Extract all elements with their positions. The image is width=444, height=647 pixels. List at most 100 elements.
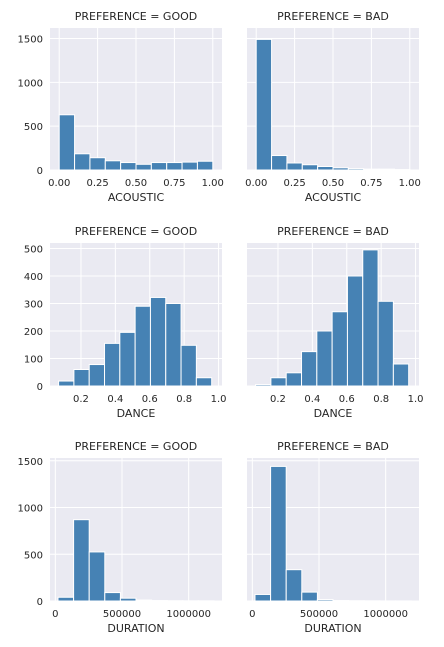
y-tick-label: 1000	[18, 78, 43, 89]
panel-title: PREFERENCE = GOOD	[75, 10, 197, 23]
histogram-bar	[149, 296, 167, 387]
histogram-bar	[301, 351, 318, 387]
histogram-bar	[150, 162, 168, 171]
x-tick-label: 0	[52, 609, 58, 620]
y-tick-label: 100	[24, 355, 43, 366]
histogram-panel: PREFERENCE = BAD 0.00 0.25 0.50 0.75 1.00 ACOU…	[245, 10, 421, 204]
y-tick-label: 1500	[18, 457, 43, 468]
histogram-bar	[135, 599, 153, 602]
histogram-bar	[392, 363, 410, 387]
histogram-bar	[119, 597, 137, 602]
panel-title: PREFERENCE = BAD	[277, 440, 389, 453]
x-tick-label: 0.4	[304, 394, 320, 405]
x-tick-label: 0.4	[107, 394, 123, 405]
histogram-bar	[119, 331, 136, 387]
histogram-bar	[316, 599, 334, 602]
histogram-bar	[301, 164, 319, 171]
y-tick-label: 400	[24, 272, 43, 283]
histogram-bar	[317, 165, 334, 171]
x-tick-label: 0.50	[125, 178, 147, 189]
x-axis-label: DANCE	[117, 407, 156, 420]
x-tick-label: 0	[249, 609, 255, 620]
y-tick-label: 500	[24, 550, 43, 561]
y-tick-label: 500	[24, 122, 43, 133]
histogram-bar	[58, 114, 76, 171]
x-axis-label: DURATION	[107, 622, 164, 635]
x-tick-label: 1.00	[399, 178, 421, 189]
x-tick-label: 0.75	[360, 178, 382, 189]
y-tick-label: 200	[24, 327, 43, 338]
y-tick-label: 0	[37, 382, 43, 393]
histogram-bar	[89, 157, 106, 171]
y-tick-label: 1000	[18, 504, 43, 515]
histogram-panel: PREFERENCE = GOOD 0 500000 1000000 0 500 1000 1…	[18, 440, 222, 635]
x-tick-label: 0.6	[339, 394, 355, 405]
histogram-panel: PREFERENCE = BAD 0.2 0.4 0.6 0.8 1.0 DANCE	[247, 225, 424, 420]
histogram-bar	[195, 377, 213, 387]
histogram-bar	[134, 305, 151, 387]
panel-title: PREFERENCE = BAD	[277, 225, 389, 238]
histogram-bar	[181, 161, 198, 171]
histogram-bar	[378, 168, 395, 171]
histogram-panel: PREFERENCE = GOOD 0.2 0.4 0.6 0.8 1.0 0 100 200 3…	[24, 225, 227, 420]
histogram-bar	[286, 162, 303, 171]
histogram-bar	[88, 551, 106, 602]
histogram-bar	[196, 160, 214, 171]
x-tick-label: 0.75	[163, 178, 185, 189]
y-tick-label: 0	[37, 166, 43, 177]
histogram-bar	[57, 596, 75, 602]
y-tick-label: 300	[24, 300, 43, 311]
x-tick-label: 0.2	[270, 394, 286, 405]
x-tick-label: 500000	[103, 609, 141, 620]
histogram-bar	[285, 372, 303, 387]
histogram-panel: PREFERENCE = GOOD 0.00 0.25 0.50 0.75 1.00 0 50…	[18, 10, 224, 204]
histogram-bar	[331, 311, 348, 387]
histogram-bar	[316, 330, 333, 387]
x-tick-label: 1000000	[363, 609, 408, 620]
histogram-bar	[271, 155, 288, 171]
histogram-bar	[165, 303, 182, 387]
histogram-bar	[254, 593, 272, 602]
x-tick-label: 1.00	[202, 178, 224, 189]
x-tick-label: 0.6	[142, 394, 158, 405]
x-axis-label: DURATION	[304, 622, 361, 635]
histogram-bar	[346, 275, 364, 387]
x-tick-label: 0.50	[322, 178, 344, 189]
x-tick-label: 0.2	[73, 394, 89, 405]
histogram-bar	[347, 168, 365, 171]
x-tick-label: 1000000	[166, 609, 211, 620]
x-axis-label: DANCE	[314, 407, 353, 420]
histogram-bar	[104, 342, 121, 387]
histogram-bar	[332, 167, 349, 171]
histogram-bar	[285, 569, 303, 602]
panel-title: PREFERENCE = BAD	[277, 10, 389, 23]
x-tick-label: 0.00	[245, 178, 267, 189]
histogram-bar	[166, 162, 183, 171]
x-tick-label: 0.00	[48, 178, 70, 189]
x-tick-label: 0.25	[283, 178, 305, 189]
histogram-bar	[73, 369, 90, 387]
histogram-bar	[270, 377, 287, 387]
panel-title: PREFERENCE = GOOD	[75, 440, 197, 453]
histogram-bar	[363, 168, 380, 171]
x-tick-label: 0.8	[373, 394, 389, 405]
histogram-bar	[120, 162, 137, 171]
x-tick-label: 1.0	[211, 394, 227, 405]
x-tick-label: 0.8	[176, 394, 192, 405]
histogram-bar	[255, 384, 272, 387]
histogram-bar	[74, 153, 91, 171]
histogram-bar	[104, 160, 122, 171]
x-tick-label: 0.25	[86, 178, 108, 189]
histogram-bar	[180, 344, 197, 387]
histogram-bar	[270, 465, 287, 602]
histogram-bar	[88, 364, 106, 387]
histogram-bar	[104, 592, 121, 602]
y-tick-label: 500	[24, 245, 43, 256]
x-axis-label: ACOUSTIC	[305, 191, 362, 204]
x-tick-label: 500000	[300, 609, 338, 620]
y-tick-label: 1500	[18, 35, 43, 46]
histogram-bar	[301, 591, 318, 602]
x-tick-label: 1.0	[408, 394, 424, 405]
